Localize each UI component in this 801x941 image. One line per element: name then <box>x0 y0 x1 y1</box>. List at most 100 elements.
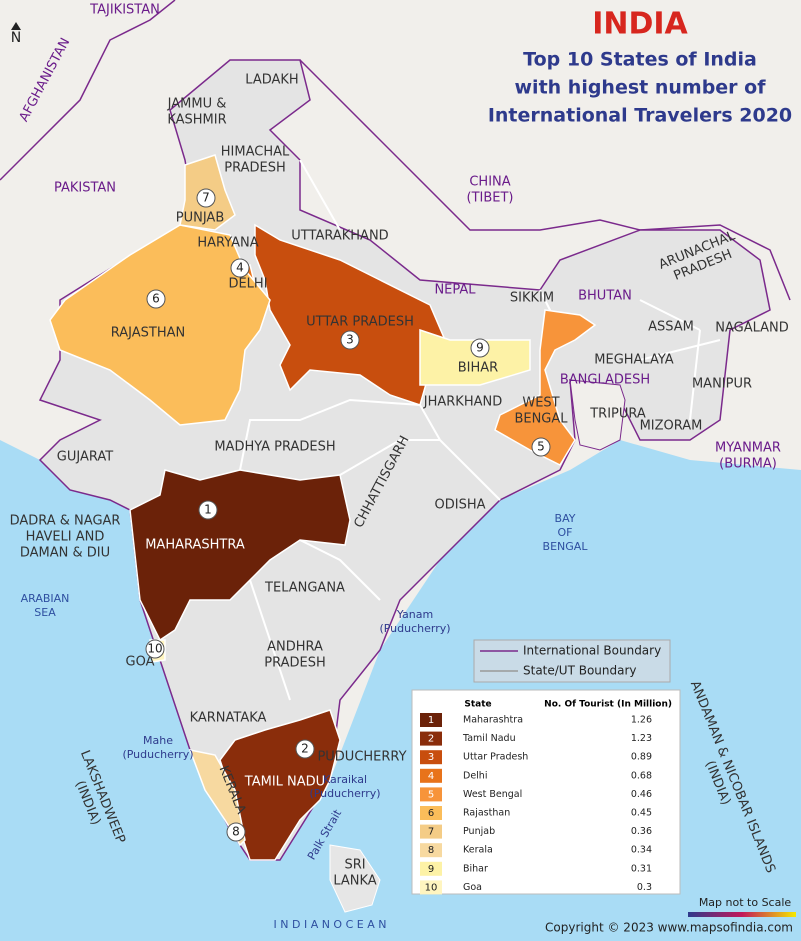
place-label: MAHARASHTRA <box>145 538 245 553</box>
place-label-line: HIMACHAL <box>221 145 290 160</box>
place-label: BHUTAN <box>578 289 632 304</box>
place-label-line: LADAKH <box>245 73 298 88</box>
place-label: MEGHALAYA <box>594 353 674 368</box>
rank-marker <box>230 258 250 278</box>
table-value: 0.46 <box>631 789 652 800</box>
place-label: GUJARAT <box>57 450 113 465</box>
place-label-line: JAMMU & <box>167 97 227 112</box>
place-label-line: SIKKIM <box>510 291 554 306</box>
table-state: Rajasthan <box>463 808 510 819</box>
place-label: TRIPURA <box>589 407 646 422</box>
table-rank: 3 <box>428 752 434 763</box>
place-label: ASSAM <box>648 320 694 335</box>
rank-marker-label: 5 <box>537 440 545 454</box>
place-label-line: KARNATAKA <box>190 711 267 726</box>
north-label: N <box>11 30 21 46</box>
place-label: CHINA(TIBET) <box>467 175 514 206</box>
place-label: I N D I A N O C E A N <box>274 918 387 931</box>
place-label: NAGALAND <box>715 321 789 336</box>
rank-marker <box>146 289 166 309</box>
table-state: Kerala <box>463 845 493 856</box>
place-label: TAMIL NADU <box>244 775 325 790</box>
place-label-line: HARYANA <box>197 236 258 251</box>
place-label: SIKKIM <box>510 291 554 306</box>
table-state: Uttar Pradesh <box>463 752 528 763</box>
place-label-line: SRI <box>344 858 365 873</box>
state-9 <box>419 328 531 386</box>
rank-marker <box>340 330 360 350</box>
rank-marker <box>196 188 216 208</box>
place-label: PUNJAB <box>176 211 225 226</box>
place-label-line: Karaikal <box>323 773 367 786</box>
place-label-line: CHINA <box>469 175 510 190</box>
place-label-line: DADRA & NAGAR <box>10 514 121 529</box>
rank-marker-label: 4 <box>236 261 244 275</box>
place-label-line: I N D I A N O C E A N <box>274 918 387 931</box>
place-label: MIZORAM <box>640 419 703 434</box>
north-arrow <box>11 22 21 30</box>
rank-marker-label: 7 <box>202 191 210 205</box>
tourist-table <box>411 689 681 895</box>
place-label: Mahe(Puducherry) <box>122 734 193 761</box>
table-swatch <box>420 731 442 746</box>
table-swatch <box>420 824 442 839</box>
table-swatch <box>420 806 442 820</box>
place-label-line: ARABIAN <box>21 592 70 605</box>
subtitle: with highest number of <box>515 77 767 99</box>
table-value: 1.23 <box>631 733 652 744</box>
legend-label: State/UT Boundary <box>523 664 637 678</box>
table-rank: 7 <box>428 827 434 838</box>
subtitle: Top 10 States of India <box>523 49 757 71</box>
table-rank: 10 <box>425 882 438 893</box>
place-label: BIHAR <box>458 361 498 376</box>
place-label-line: BHUTAN <box>578 289 632 304</box>
place-label-line: MAHARASHTRA <box>145 538 245 553</box>
place-label-line: (TIBET) <box>467 191 514 206</box>
state-8 <box>188 748 246 847</box>
place-label: UTTARAKHAND <box>291 229 388 244</box>
table-value: 0.36 <box>631 826 652 837</box>
table-value: 0.34 <box>631 845 652 856</box>
place-label-line: TAMIL NADU <box>244 775 325 790</box>
place-label: LADAKH <box>245 73 298 88</box>
table-value: 0.31 <box>631 863 652 874</box>
place-label-line: PUNJAB <box>176 211 225 226</box>
place-label: PAKISTAN <box>54 181 116 196</box>
place-label-line: LANKA <box>333 874 376 889</box>
place-label-line: GOA <box>126 655 155 670</box>
table-state: West Bengal <box>463 789 522 800</box>
state-1 <box>129 469 351 642</box>
place-label-line: (BURMA) <box>719 457 777 472</box>
rank-marker-label: 10 <box>147 642 162 656</box>
place-label-line: UTTAR PRADESH <box>306 315 414 330</box>
rank-marker <box>295 739 315 759</box>
place-label: RAJASTHAN <box>111 326 185 341</box>
place-label-line: BIHAR <box>458 361 498 376</box>
table-state: Tamil Nadu <box>462 733 516 744</box>
table-swatch <box>420 787 442 802</box>
place-label-line: NEPAL <box>434 283 476 298</box>
place-label-line: (Puducherry) <box>122 748 193 761</box>
place-label-line: WEST <box>522 396 559 411</box>
table-rank: 9 <box>428 864 434 875</box>
place-label: BANGLADESH <box>560 373 650 388</box>
place-label-line: (Puducherry) <box>379 622 450 635</box>
state-5 <box>494 309 597 466</box>
place-label-line: (Puducherry) <box>309 787 380 800</box>
place-label-line: PAKISTAN <box>54 181 116 196</box>
table-rank: 1 <box>428 715 434 726</box>
place-label-line: PRADESH <box>264 656 326 671</box>
scale-note: Map not to Scale <box>699 896 792 909</box>
place-label-line: TELANGANA <box>264 581 345 596</box>
place-label-line: MADHYA PRADESH <box>214 440 335 455</box>
place-label-line: MANIPUR <box>692 377 752 392</box>
table-state: Delhi <box>463 770 487 781</box>
place-label-line: ANDHRA <box>267 640 323 655</box>
place-label: NEPAL <box>434 283 476 298</box>
